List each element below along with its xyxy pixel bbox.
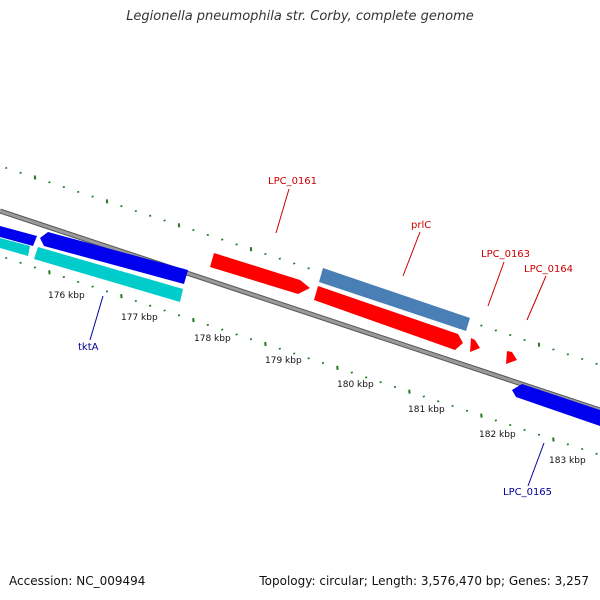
- scale-label: 177 kbp: [121, 313, 158, 323]
- gene-LPC_0161[interactable]: [210, 253, 310, 294]
- gene-LPC_0164[interactable]: [506, 351, 517, 364]
- gene-labels: LPC_0161 prlC LPC_0163 LPC_0164 tktA LPC…: [78, 176, 573, 498]
- scale-label: 176 kbp: [48, 291, 85, 301]
- scale-label: 183 kbp: [549, 456, 586, 466]
- scale-label: 178 kbp: [194, 334, 231, 344]
- gene-forward-long[interactable]: [314, 286, 463, 350]
- label-prlC: prlC: [411, 220, 431, 231]
- label-LPC_0161: LPC_0161: [268, 176, 317, 187]
- gene-LPC_0165[interactable]: [512, 384, 600, 426]
- label-LPC_0164: LPC_0164: [524, 264, 573, 275]
- scale-label: 182 kbp: [479, 430, 516, 440]
- gene-tktA[interactable]: [0, 238, 30, 256]
- gene-tktA-2[interactable]: [34, 247, 183, 302]
- scale-label: 180 kbp: [337, 380, 374, 390]
- label-LPC_0163: LPC_0163: [481, 249, 530, 260]
- gene-prlC[interactable]: [319, 268, 470, 331]
- genes: [0, 226, 600, 426]
- gene-reverse-1[interactable]: [0, 226, 37, 246]
- inner-ruler: [5, 256, 598, 455]
- gene-reverse-2[interactable]: [40, 232, 188, 284]
- label-leaders: [89, 188, 547, 487]
- footer-summary: Topology: circular; Length: 3,576,470 bp…: [259, 574, 589, 588]
- label-tktA: tktA: [78, 342, 99, 353]
- scale-label: 179 kbp: [265, 356, 302, 366]
- gene-LPC_0163[interactable]: [470, 338, 480, 352]
- scale-labels: 176 kbp 177 kbp 178 kbp 179 kbp 180 kbp …: [48, 291, 586, 466]
- scale-label: 181 kbp: [408, 405, 445, 415]
- map-title: Legionella pneumophila str. Corby, compl…: [126, 9, 474, 24]
- footer-accession: Accession: NC_009494: [9, 574, 146, 588]
- backbone: [0, 208, 600, 413]
- label-LPC_0165: LPC_0165: [503, 487, 552, 498]
